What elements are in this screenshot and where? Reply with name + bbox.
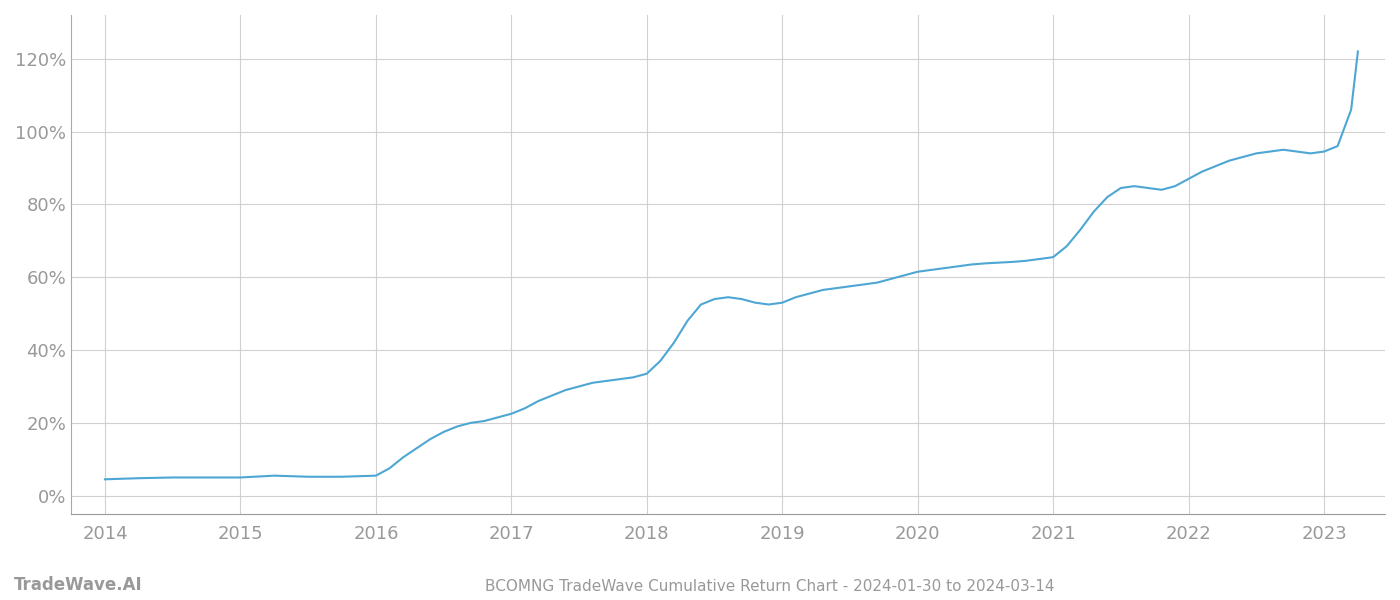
Text: BCOMNG TradeWave Cumulative Return Chart - 2024-01-30 to 2024-03-14: BCOMNG TradeWave Cumulative Return Chart… [486, 579, 1054, 594]
Text: TradeWave.AI: TradeWave.AI [14, 576, 143, 594]
